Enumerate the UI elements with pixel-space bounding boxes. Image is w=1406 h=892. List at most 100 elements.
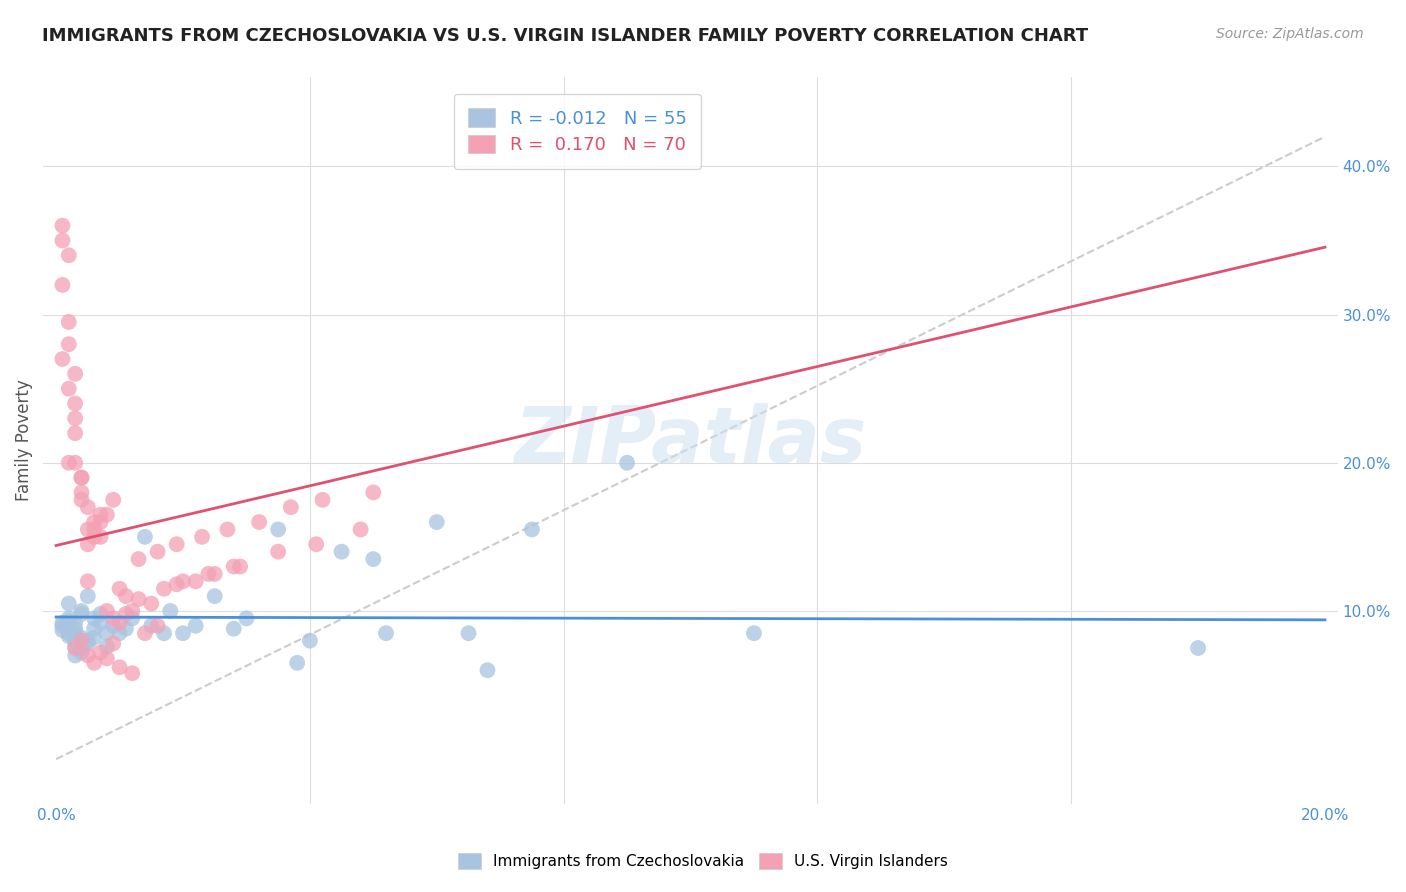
- Point: [153, 582, 176, 596]
- Point: [222, 559, 245, 574]
- Point: [58, 337, 80, 351]
- Point: [58, 248, 80, 262]
- Point: [146, 544, 169, 558]
- Point: [280, 500, 302, 515]
- Point: [63, 626, 86, 640]
- Point: [70, 470, 93, 484]
- Text: Source: ZipAtlas.com: Source: ZipAtlas.com: [1216, 27, 1364, 41]
- Point: [63, 640, 86, 654]
- Point: [76, 633, 98, 648]
- Point: [298, 633, 321, 648]
- Point: [222, 622, 245, 636]
- Point: [63, 633, 86, 648]
- Point: [70, 470, 93, 484]
- Point: [83, 631, 105, 645]
- Point: [166, 577, 188, 591]
- Point: [83, 523, 105, 537]
- Point: [51, 619, 73, 633]
- Point: [58, 315, 80, 329]
- Point: [217, 523, 239, 537]
- Point: [616, 456, 638, 470]
- Point: [742, 626, 765, 640]
- Point: [70, 492, 93, 507]
- Point: [51, 219, 73, 233]
- Point: [76, 589, 98, 603]
- Point: [375, 626, 398, 640]
- Point: [115, 622, 138, 636]
- Point: [191, 530, 214, 544]
- Point: [426, 515, 449, 529]
- Point: [520, 523, 543, 537]
- Point: [51, 351, 73, 366]
- Point: [70, 485, 93, 500]
- Point: [141, 597, 163, 611]
- Point: [70, 631, 93, 645]
- Point: [108, 615, 131, 630]
- Text: IMMIGRANTS FROM CZECHOSLOVAKIA VS U.S. VIRGIN ISLANDER FAMILY POVERTY CORRELATIO: IMMIGRANTS FROM CZECHOSLOVAKIA VS U.S. V…: [42, 27, 1088, 45]
- Point: [159, 604, 181, 618]
- Point: [204, 589, 226, 603]
- Point: [96, 651, 118, 665]
- Point: [58, 615, 80, 629]
- Point: [146, 619, 169, 633]
- Point: [1187, 640, 1209, 655]
- Point: [63, 615, 86, 630]
- Point: [70, 640, 93, 655]
- Point: [115, 607, 138, 621]
- Point: [103, 611, 125, 625]
- Point: [363, 485, 385, 500]
- Point: [51, 615, 73, 630]
- Point: [51, 234, 73, 248]
- Point: [76, 500, 98, 515]
- Point: [89, 607, 111, 621]
- Point: [70, 604, 93, 618]
- Point: [58, 611, 80, 625]
- Point: [58, 629, 80, 643]
- Point: [83, 530, 105, 544]
- Point: [311, 492, 333, 507]
- Point: [63, 622, 86, 636]
- Point: [197, 566, 219, 581]
- Point: [58, 597, 80, 611]
- Point: [229, 559, 252, 574]
- Point: [103, 619, 125, 633]
- Point: [51, 624, 73, 638]
- Point: [305, 537, 328, 551]
- Point: [89, 645, 111, 659]
- Point: [83, 656, 105, 670]
- Point: [141, 619, 163, 633]
- Point: [96, 626, 118, 640]
- Point: [103, 492, 125, 507]
- Point: [63, 640, 86, 655]
- Point: [83, 515, 105, 529]
- Point: [330, 544, 353, 558]
- Point: [267, 523, 290, 537]
- Point: [83, 622, 105, 636]
- Point: [166, 537, 188, 551]
- Y-axis label: Family Poverty: Family Poverty: [15, 380, 32, 501]
- Point: [204, 566, 226, 581]
- Point: [363, 552, 385, 566]
- Point: [108, 660, 131, 674]
- Point: [285, 656, 308, 670]
- Legend: Immigrants from Czechoslovakia, U.S. Virgin Islanders: Immigrants from Czechoslovakia, U.S. Vir…: [451, 847, 955, 875]
- Point: [63, 367, 86, 381]
- Point: [76, 537, 98, 551]
- Point: [63, 648, 86, 663]
- Point: [63, 411, 86, 425]
- Point: [89, 515, 111, 529]
- Point: [247, 515, 270, 529]
- Point: [267, 544, 290, 558]
- Point: [89, 530, 111, 544]
- Point: [58, 456, 80, 470]
- Point: [63, 396, 86, 410]
- Point: [121, 604, 143, 618]
- Point: [70, 645, 93, 659]
- Point: [76, 636, 98, 650]
- Point: [134, 626, 156, 640]
- Point: [128, 552, 150, 566]
- Point: [477, 663, 499, 677]
- Point: [184, 619, 207, 633]
- Point: [89, 615, 111, 630]
- Point: [96, 508, 118, 522]
